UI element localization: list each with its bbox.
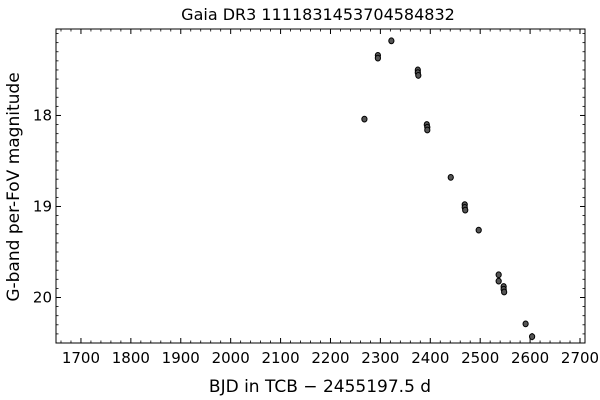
data-point [495, 271, 502, 279]
x-tick-label: 1900 [162, 349, 200, 367]
data-point [522, 320, 529, 328]
data-point [388, 37, 395, 45]
x-tick-label: 1800 [112, 349, 150, 367]
x-tick-label: 2700 [561, 349, 599, 367]
data-point [475, 226, 482, 234]
y-tick-label: 20 [33, 288, 52, 306]
data-point [529, 333, 536, 341]
data-point [361, 115, 368, 123]
data-point [447, 173, 454, 181]
y-axis-ticks: 18 19 20 [33, 106, 585, 306]
data-points [361, 37, 536, 341]
x-axis-label: BJD in TCB − 2455197.5 d [209, 377, 431, 397]
x-tick-label: 2200 [311, 349, 349, 367]
x-tick-label: 2500 [461, 349, 499, 367]
x-tick-label: 2100 [261, 349, 299, 367]
chart-title: Gaia DR3 1111831453704584832 [181, 5, 455, 24]
data-point [501, 288, 508, 296]
x-tick-label: 2400 [411, 349, 449, 367]
y-minor-ticks [56, 33, 585, 344]
data-point [462, 206, 469, 214]
x-tick-label: 2600 [511, 349, 549, 367]
y-axis-label: G-band per-FoV magnitude [4, 72, 24, 301]
x-tick-label: 2000 [212, 349, 250, 367]
data-point [374, 54, 381, 62]
data-point [495, 277, 502, 285]
data-point [424, 126, 431, 134]
y-tick-label: 19 [33, 197, 52, 215]
data-point [415, 72, 422, 79]
plot-frame [55, 28, 586, 344]
x-minor-ticks [60, 29, 571, 343]
y-tick-label: 18 [33, 106, 52, 124]
x-tick-label: 1700 [62, 349, 100, 367]
x-axis-ticks: 1700 1800 1900 2000 2100 2200 2300 2400 2500 2600… [62, 29, 599, 367]
x-tick-label: 2300 [361, 349, 399, 367]
